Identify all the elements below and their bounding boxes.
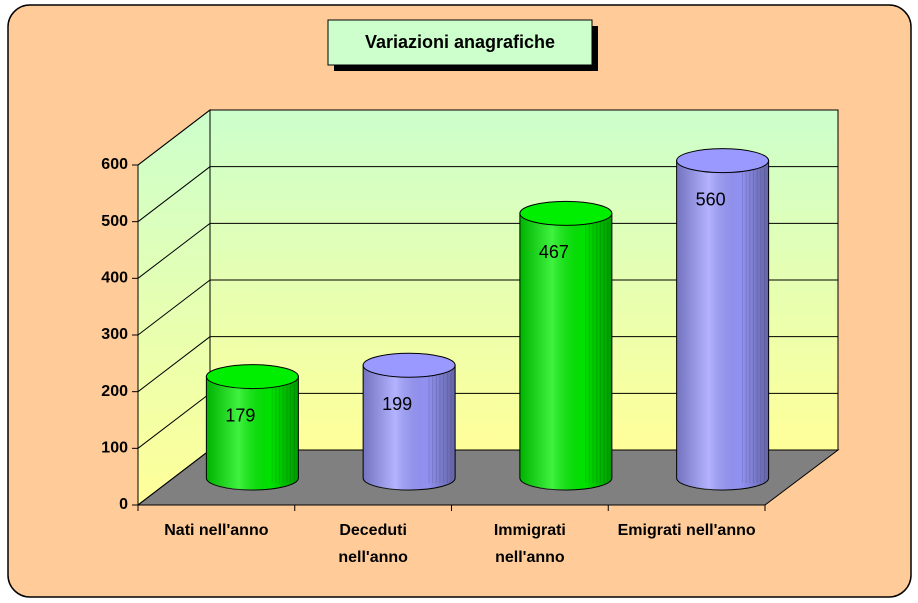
x-tick-label: Immigrati nell'anno: [493, 522, 566, 566]
x-tick-label: Emigrati nell'anno: [617, 522, 756, 539]
value-label: 467: [539, 242, 569, 262]
chart-title: Variazioni anagrafiche: [365, 32, 555, 52]
value-label: 179: [225, 405, 255, 425]
y-tick-label: 200: [101, 383, 128, 400]
y-tick-label: 500: [101, 213, 128, 230]
cylinder-top: [519, 200, 613, 226]
cylinder-top: [205, 364, 299, 390]
cylinder-shade: [676, 160, 769, 491]
value-label: 560: [696, 189, 726, 209]
x-tick-label: Nati nell'anno: [164, 522, 269, 539]
y-tick-label: 600: [101, 156, 128, 173]
grid-line: [137, 279, 838, 336]
grid-line: [137, 222, 838, 279]
cylinders: 179 199 467 560: [205, 148, 770, 491]
cylinder-shade: [206, 376, 299, 491]
y-tick-label: 300: [101, 326, 128, 343]
grid-line: [137, 336, 838, 393]
cylinder-top: [676, 148, 770, 174]
y-tick-label: 100: [101, 440, 128, 457]
y-tick-label: 400: [101, 270, 128, 287]
cylinder-shade: [363, 365, 456, 491]
cylinder-shade: [519, 213, 612, 491]
y-tick-label: 0: [119, 496, 128, 513]
grid-line: [137, 166, 838, 223]
title-box: [327, 19, 593, 66]
value-label: 199: [382, 394, 412, 414]
x-tick-label: Deceduti nell'anno: [338, 522, 408, 566]
cylinder-top: [362, 352, 456, 378]
grid-line: [137, 109, 838, 166]
